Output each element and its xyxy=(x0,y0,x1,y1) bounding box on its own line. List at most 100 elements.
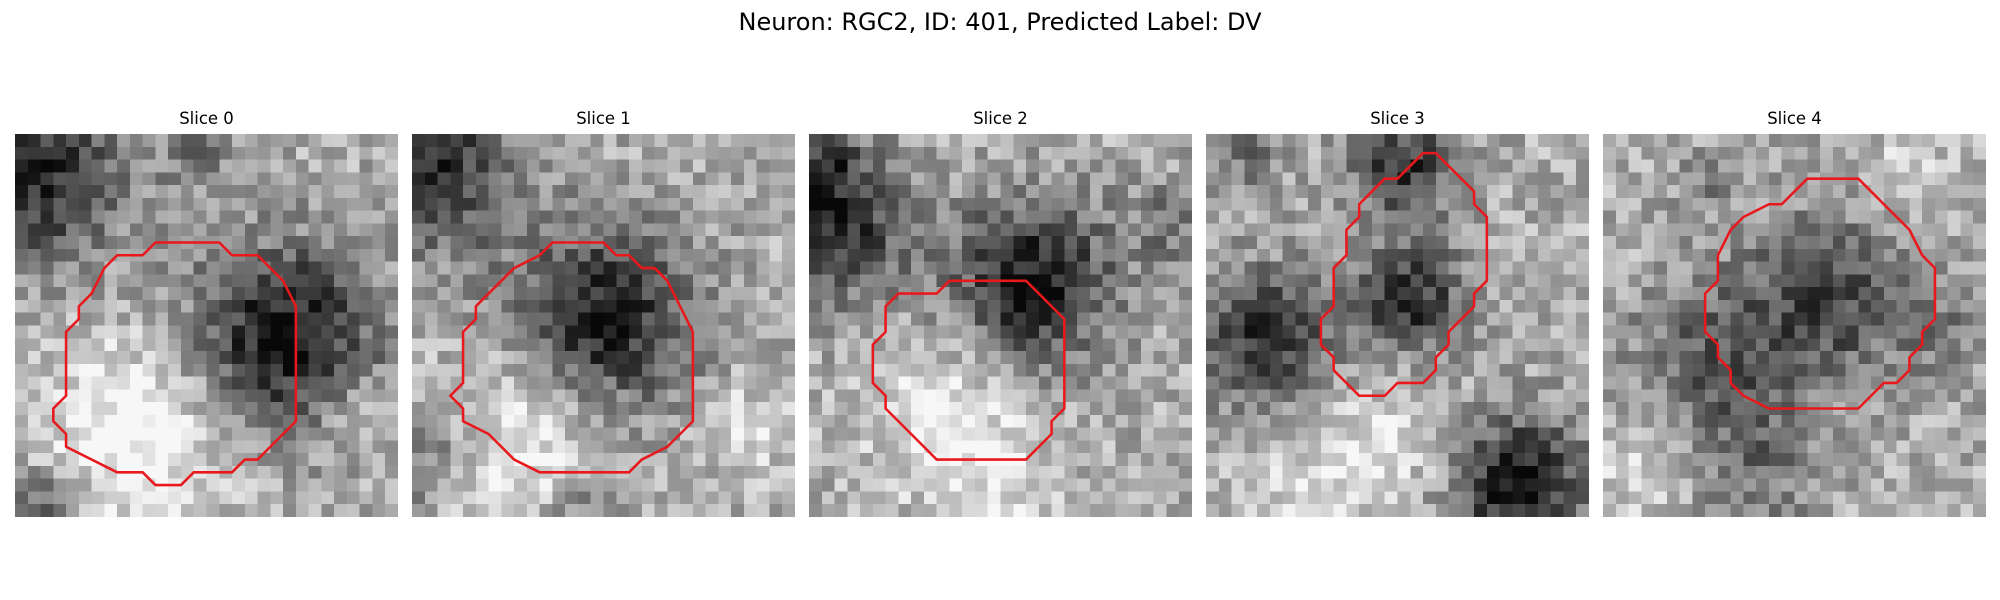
pixel xyxy=(1308,312,1322,326)
pixel xyxy=(1934,427,1948,441)
pixel xyxy=(1781,338,1795,352)
pixel xyxy=(66,491,80,505)
pixel xyxy=(1512,440,1526,454)
pixel xyxy=(180,427,194,441)
pixel xyxy=(782,312,795,326)
pixel xyxy=(1077,210,1091,224)
pixel xyxy=(180,376,194,390)
pixel xyxy=(475,312,489,326)
pixel xyxy=(1244,363,1258,377)
pixel xyxy=(1820,351,1834,365)
pixel xyxy=(987,134,1001,148)
pixel xyxy=(667,236,681,250)
pixel xyxy=(1781,146,1795,160)
pixel xyxy=(1756,376,1770,390)
pixel xyxy=(1423,338,1437,352)
pixel xyxy=(1717,197,1731,211)
pixel xyxy=(898,185,912,199)
pixel xyxy=(1909,351,1923,365)
pixel xyxy=(514,274,528,288)
pixel xyxy=(475,210,489,224)
pixel xyxy=(270,287,284,301)
pixel xyxy=(1282,440,1296,454)
pixel xyxy=(1179,389,1192,403)
pixel xyxy=(232,478,246,492)
pixel xyxy=(1140,287,1154,301)
pixel xyxy=(334,134,348,148)
pixel xyxy=(1038,440,1052,454)
pixel xyxy=(1934,210,1948,224)
pixel xyxy=(1166,465,1180,479)
pixel xyxy=(1269,134,1283,148)
pixel xyxy=(334,351,348,365)
pixel xyxy=(1218,504,1232,517)
pixel xyxy=(680,185,694,199)
pixel xyxy=(1474,287,1488,301)
pixel xyxy=(257,274,271,288)
pixel xyxy=(1206,146,1220,160)
pixel xyxy=(78,465,92,479)
pixel xyxy=(526,172,540,186)
pixel xyxy=(821,376,835,390)
pixel xyxy=(1922,223,1936,237)
pixel xyxy=(1628,210,1642,224)
pixel xyxy=(1115,414,1129,428)
pixel xyxy=(1140,261,1154,275)
pixel xyxy=(1756,146,1770,160)
pixel xyxy=(488,389,502,403)
pixel xyxy=(923,159,937,173)
pixel xyxy=(718,440,732,454)
pixel xyxy=(654,338,668,352)
pixel xyxy=(974,427,988,441)
pixel xyxy=(117,299,131,313)
pixel xyxy=(1947,389,1961,403)
pixel xyxy=(270,210,284,224)
pixel xyxy=(104,325,118,339)
pixel xyxy=(295,325,309,339)
pixel xyxy=(1282,197,1296,211)
pixel xyxy=(1218,402,1232,416)
pixel xyxy=(1896,248,1910,262)
pixel xyxy=(1628,146,1642,160)
pixel xyxy=(129,325,143,339)
pixel xyxy=(1333,465,1347,479)
pixel xyxy=(705,465,719,479)
pixel xyxy=(1768,248,1782,262)
pixel xyxy=(1499,210,1513,224)
pixel xyxy=(1692,453,1706,467)
pixel xyxy=(1832,465,1846,479)
pixel xyxy=(308,146,322,160)
pixel xyxy=(1128,248,1142,262)
pixel xyxy=(1244,465,1258,479)
pixel xyxy=(911,491,925,505)
pixel xyxy=(1717,402,1731,416)
pixel xyxy=(488,172,502,186)
pixel xyxy=(1679,465,1693,479)
pixel xyxy=(1397,248,1411,262)
pixel xyxy=(321,274,335,288)
pixel xyxy=(514,389,528,403)
pixel xyxy=(1295,440,1309,454)
pixel xyxy=(1615,351,1629,365)
pixel xyxy=(1973,389,1986,403)
pixel xyxy=(321,248,335,262)
pixel xyxy=(78,185,92,199)
pixel xyxy=(821,299,835,313)
pixel xyxy=(1730,134,1744,148)
pixel xyxy=(1743,236,1757,250)
pixel xyxy=(1282,325,1296,339)
pixel xyxy=(629,440,643,454)
pixel xyxy=(526,185,540,199)
pixel xyxy=(769,389,783,403)
pixel xyxy=(872,299,886,313)
pixel xyxy=(1576,427,1589,441)
pixel xyxy=(257,504,271,517)
pixel xyxy=(295,376,309,390)
pixel xyxy=(1359,338,1373,352)
pixel xyxy=(206,414,220,428)
pixel xyxy=(78,402,92,416)
pixel xyxy=(1064,440,1078,454)
pixel xyxy=(1115,478,1129,492)
pixel xyxy=(1346,414,1360,428)
pixel xyxy=(412,414,426,428)
